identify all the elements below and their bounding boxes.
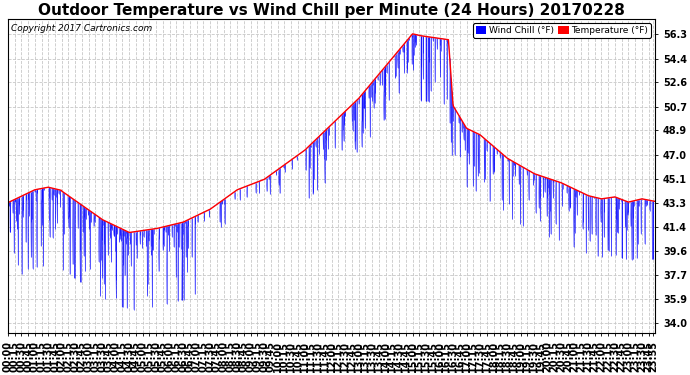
Text: Copyright 2017 Cartronics.com: Copyright 2017 Cartronics.com	[11, 24, 152, 33]
Legend: Wind Chill (°F), Temperature (°F): Wind Chill (°F), Temperature (°F)	[473, 24, 651, 38]
Title: Outdoor Temperature vs Wind Chill per Minute (24 Hours) 20170228: Outdoor Temperature vs Wind Chill per Mi…	[38, 3, 625, 18]
